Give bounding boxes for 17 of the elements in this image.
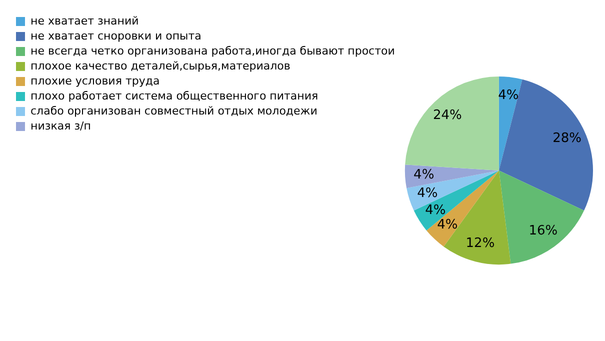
data-label: 4% bbox=[498, 88, 519, 104]
legend-label: плохо работает система общественного питания bbox=[30, 89, 318, 102]
legend-label: плохие условия труда bbox=[30, 74, 160, 88]
legend-label: слабо организован совместный отдых молодежи bbox=[30, 104, 318, 118]
legend-label: не хватает сноровки и опыта bbox=[30, 29, 202, 42]
data-label: 4% bbox=[437, 218, 458, 233]
data-label: 24% bbox=[432, 108, 462, 124]
legend-label: плохое качество деталей,сырья,материалов bbox=[30, 59, 290, 72]
data-label: 4% bbox=[414, 168, 434, 183]
data-label: 12% bbox=[466, 236, 495, 251]
legend-label: не всегда четко организована работа,иногда бывают простои bbox=[30, 44, 395, 58]
legend-label: низкая з/п bbox=[30, 119, 91, 132]
data-label: 4% bbox=[425, 203, 446, 218]
data-label: 28% bbox=[552, 130, 582, 146]
data-label: 4% bbox=[417, 186, 438, 202]
data-label: 16% bbox=[528, 224, 558, 239]
legend-label: не хватает знаний bbox=[30, 14, 139, 28]
